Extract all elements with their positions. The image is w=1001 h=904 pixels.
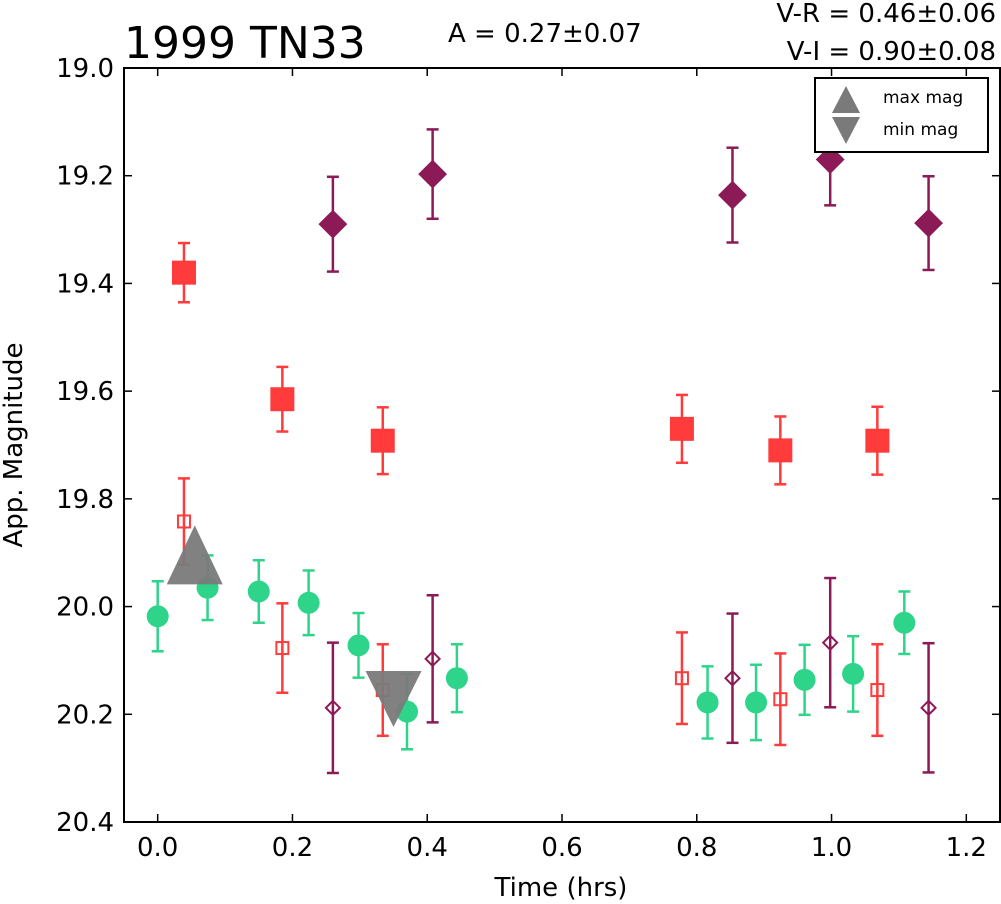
- legend: max mag min mag: [814, 77, 989, 153]
- v-r-color-annotation: V-R = 0.46±0.06: [776, 0, 996, 29]
- axis-ticks: 0.0 0.2 0.4 0.6 0.8 1.0 1.2 19.0 19.2 19.4 19.6 19.…: [56, 54, 1000, 863]
- y-tick-label: 19.2: [56, 162, 114, 192]
- circle-point: [696, 691, 719, 714]
- open-diamond-point: [724, 669, 741, 687]
- filled-square-point: [370, 428, 395, 453]
- circle-point: [297, 591, 320, 614]
- plot-area-frame: [123, 67, 1001, 823]
- x-tick-label: 0.8: [676, 833, 717, 863]
- max-mag-legend-marker: [832, 86, 860, 113]
- circle-point: [842, 662, 865, 685]
- circle-point: [445, 667, 468, 690]
- filled-square-point: [865, 428, 890, 453]
- data-marks: [146, 112, 943, 775]
- open-square-point: [870, 683, 885, 698]
- open-diamond-point: [324, 699, 342, 717]
- filled-diamond-point: [718, 180, 747, 210]
- open-diamond-point: [920, 699, 937, 717]
- y-tick-label: 19.0: [56, 54, 114, 84]
- filled-square-point: [171, 260, 196, 285]
- amplitude-annotation: A = 0.27±0.07: [448, 19, 642, 49]
- v-i-color-annotation: V-I = 0.90±0.08: [787, 37, 996, 67]
- filled-diamond-point: [418, 159, 448, 189]
- y-tick-label: 20.2: [56, 700, 114, 730]
- filled-square-point: [669, 416, 694, 441]
- open-square-point: [275, 641, 290, 656]
- open-diamond-point: [424, 650, 442, 668]
- open-diamond-point: [821, 634, 839, 652]
- min-mag-triangle: [365, 671, 422, 728]
- open-square-point: [176, 514, 191, 529]
- x-tick-label: 1.2: [946, 833, 987, 863]
- x-axis-label: Time (hrs): [494, 873, 628, 903]
- x-tick-label: 0.0: [137, 833, 178, 863]
- filled-square-point: [270, 387, 295, 412]
- chart-title: 1999 TN33: [124, 18, 366, 69]
- legend-label-min-mag: min mag: [883, 120, 958, 140]
- filled-square-point: [768, 438, 793, 463]
- filled-diamond-point: [815, 145, 845, 174]
- y-tick-label: 19.6: [56, 377, 114, 407]
- legend-label-max-mag: max mag: [883, 88, 963, 108]
- x-tick-label: 1.0: [811, 833, 852, 863]
- y-tick-label: 20.0: [56, 593, 114, 623]
- circle-point: [745, 691, 768, 714]
- filled-diamond-point: [318, 209, 348, 239]
- circle-point: [146, 605, 169, 628]
- filled-diamond-point: [914, 208, 943, 238]
- circle-point: [247, 580, 270, 603]
- x-tick-label: 0.2: [272, 833, 313, 863]
- circle-point: [893, 611, 916, 634]
- min-mag-legend-marker: [832, 117, 860, 144]
- max-mag-triangle: [166, 525, 223, 585]
- y-tick-label: 19.4: [56, 269, 114, 299]
- y-axis-label: App. Magnitude: [0, 342, 29, 547]
- open-square-point: [674, 671, 689, 686]
- y-tick-label: 19.8: [56, 485, 114, 515]
- open-square-point: [773, 692, 788, 707]
- circle-point: [793, 668, 816, 691]
- circle-point: [347, 634, 370, 657]
- x-tick-label: 0.4: [407, 833, 448, 863]
- y-tick-label: 20.4: [56, 808, 114, 838]
- x-tick-label: 0.6: [541, 833, 582, 863]
